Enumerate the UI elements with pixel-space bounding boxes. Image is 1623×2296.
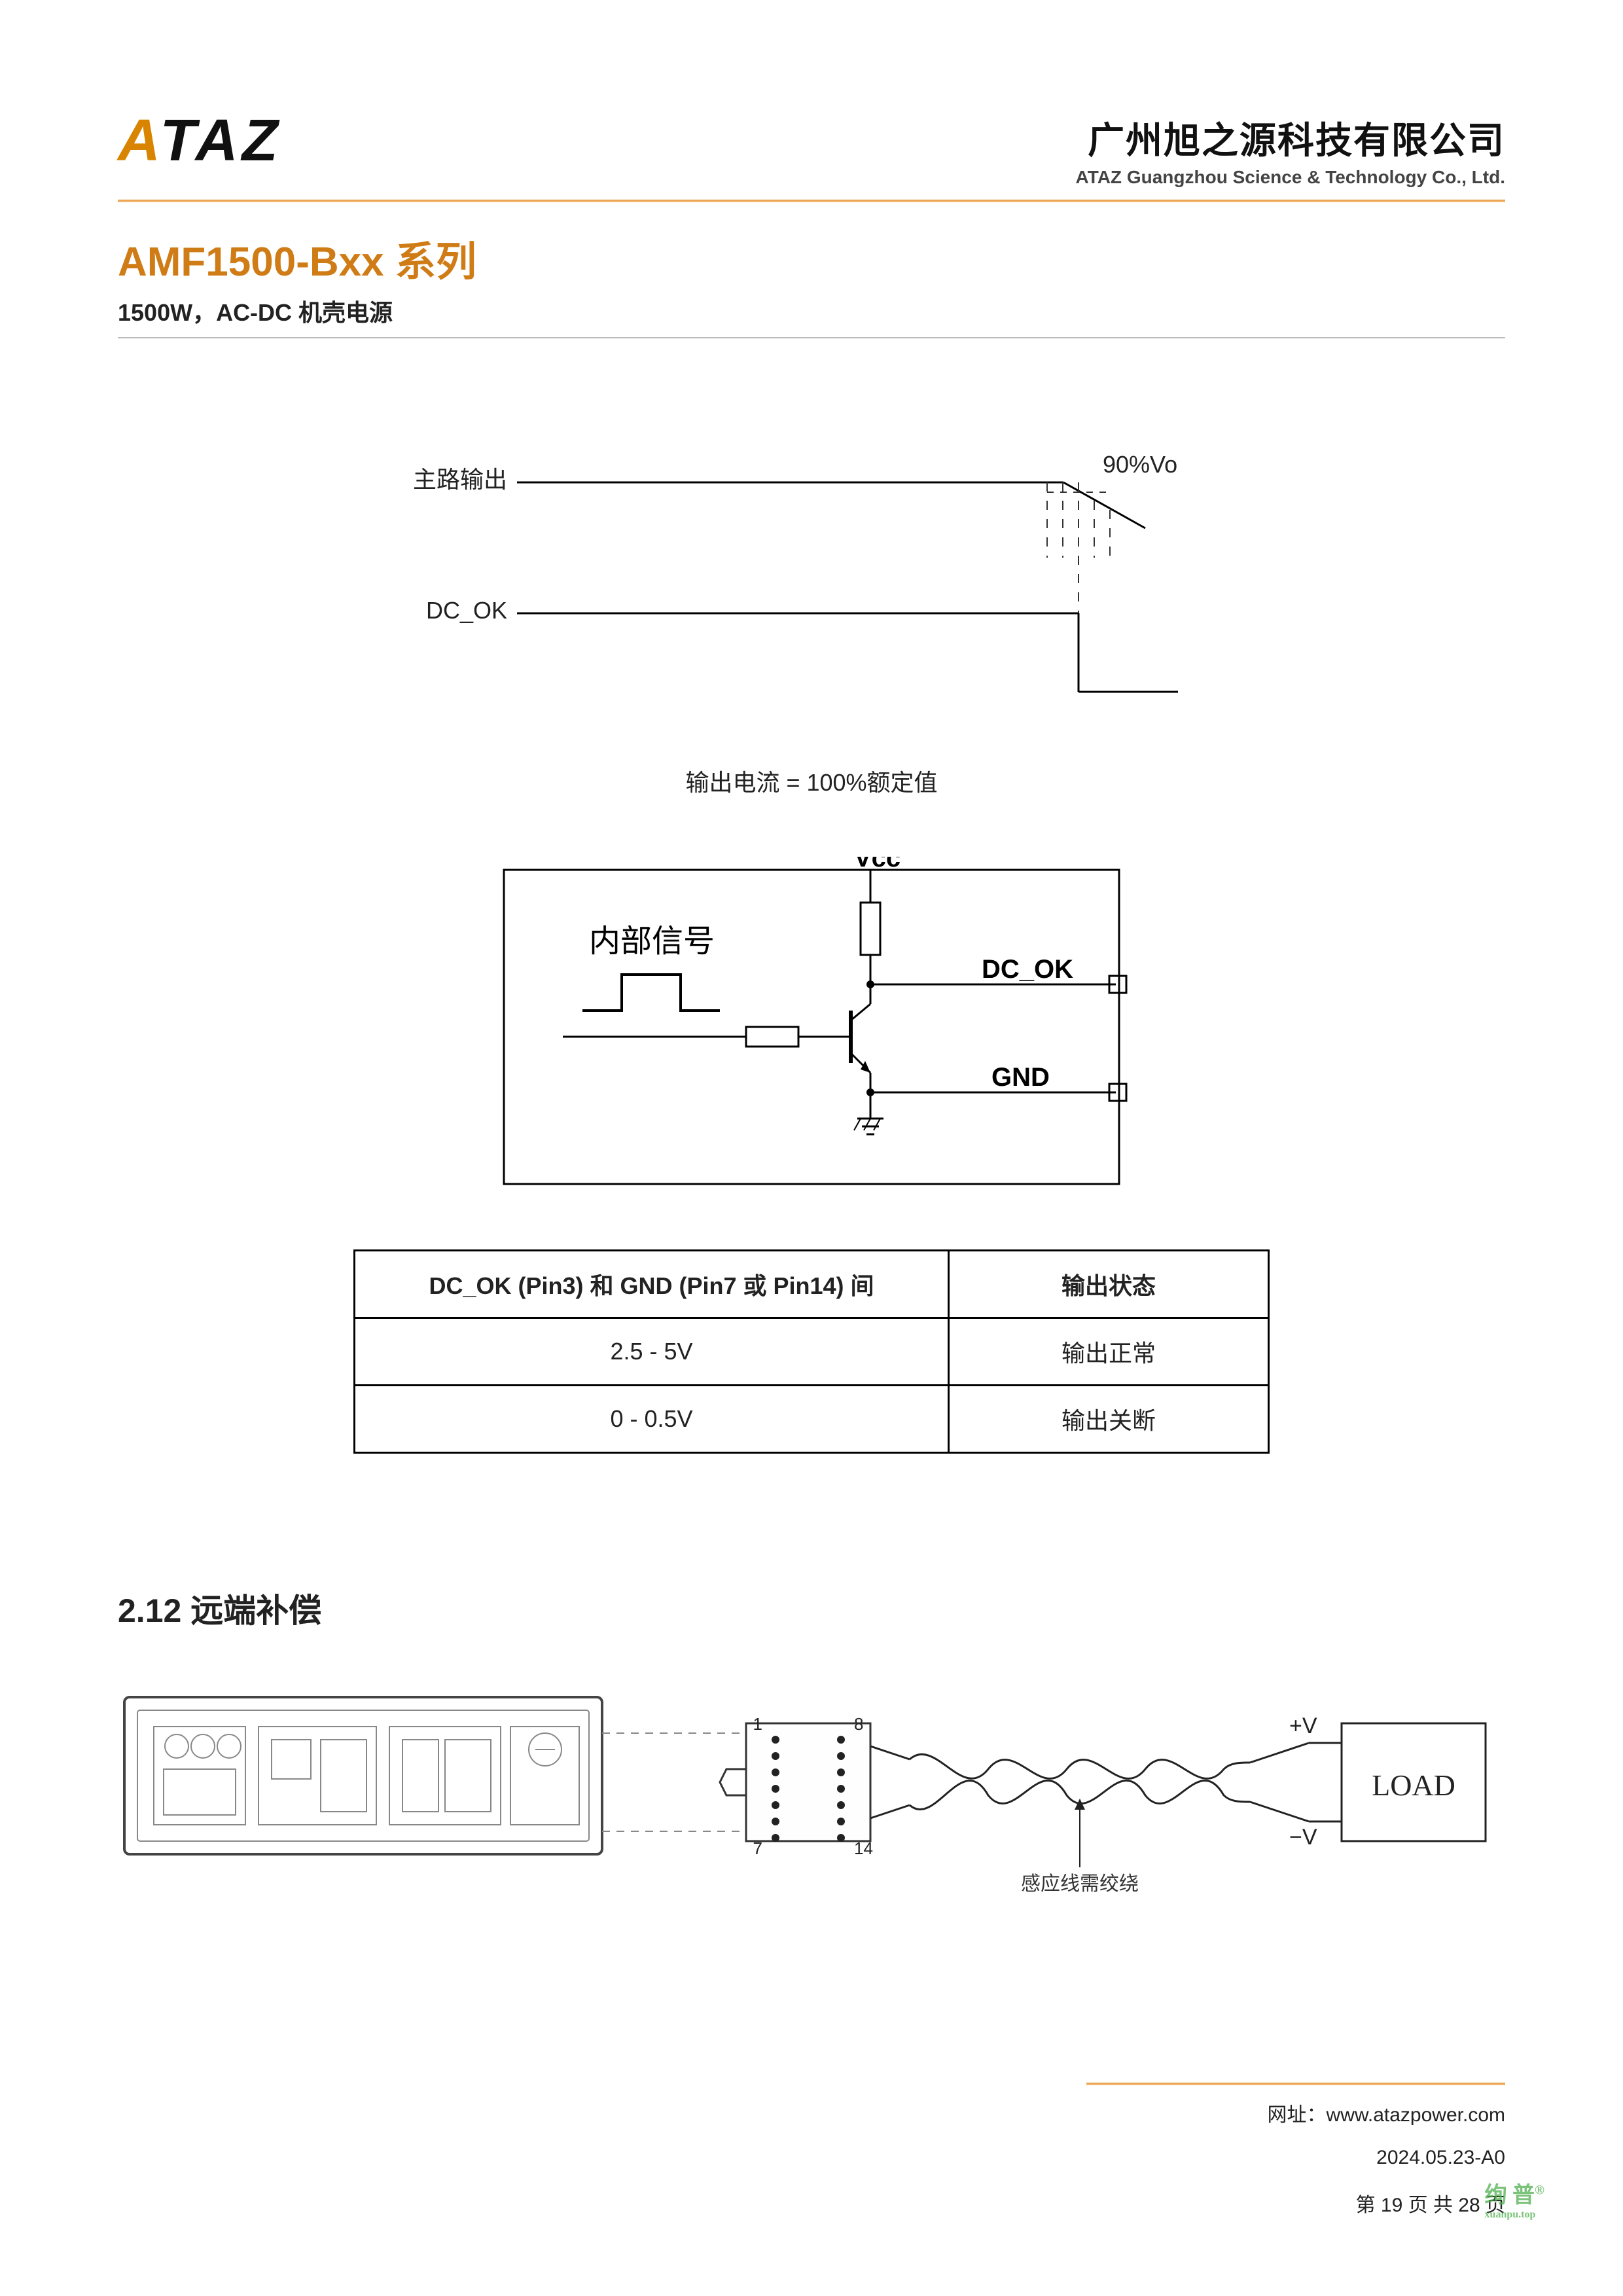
header-divider bbox=[118, 200, 1505, 202]
remote-pin8: 8 bbox=[854, 1714, 863, 1734]
status-cell-state: 输出关断 bbox=[949, 1386, 1269, 1453]
footer-url: 网址：www.atazpower.com bbox=[1086, 2098, 1505, 2127]
timing-diagram: 主路输出 90%Vo DC_OK bbox=[353, 443, 1270, 718]
internal-signal-diagram: Vcc DC_OK GND bbox=[484, 857, 1139, 1197]
remote-plus-v: +V bbox=[1289, 1713, 1317, 1738]
product-subtitle: 1500W，AC-DC 机壳电源 bbox=[118, 294, 1505, 328]
logo-text: ATAZ bbox=[118, 111, 282, 170]
status-cell-voltage: 2.5 - 5V bbox=[355, 1318, 949, 1386]
status-table-header-right: 输出状态 bbox=[949, 1251, 1269, 1318]
remote-pin14: 14 bbox=[854, 1839, 873, 1858]
internal-label-gnd: GND bbox=[991, 1063, 1050, 1092]
company-name-cn: 广州旭之源科技有限公司 bbox=[1076, 111, 1505, 164]
internal-label-signal: 内部信号 bbox=[589, 924, 715, 959]
title-divider bbox=[118, 337, 1505, 338]
status-table: DC_OK (Pin3) 和 GND (Pin7 或 Pin14) 间 输出状态… bbox=[353, 1249, 1270, 1454]
remote-sense-diagram: 1 8 7 14 +V −V LOAD 感应线需绞绕 bbox=[118, 1671, 1492, 1907]
watermark: 绚 普® xuanpu.top bbox=[1485, 2177, 1544, 2221]
status-cell-state: 输出正常 bbox=[949, 1318, 1269, 1386]
remote-minus-v: −V bbox=[1289, 1825, 1317, 1850]
company-name-en: ATAZ Guangzhou Science & Technology Co.,… bbox=[1076, 167, 1505, 188]
logo: ATAZ bbox=[118, 111, 282, 170]
timing-label-90pct: 90%Vo bbox=[1103, 451, 1177, 478]
timing-caption: 输出电流 = 100%额定值 bbox=[118, 764, 1505, 798]
remote-load: LOAD bbox=[1372, 1768, 1455, 1802]
footer-page: 第 19 页 共 28 页 bbox=[1086, 2189, 1505, 2217]
remote-pin7: 7 bbox=[753, 1839, 762, 1858]
remote-pin1: 1 bbox=[753, 1714, 762, 1734]
company-name: 广州旭之源科技有限公司 ATAZ Guangzhou Science & Tec… bbox=[1076, 111, 1505, 188]
product-title: AMF1500-Bxx 系列 bbox=[118, 228, 1505, 287]
timing-label-dcok: DC_OK bbox=[426, 597, 507, 624]
status-table-header-left: DC_OK (Pin3) 和 GND (Pin7 或 Pin14) 间 bbox=[355, 1251, 949, 1318]
table-row: 2.5 - 5V 输出正常 bbox=[355, 1318, 1269, 1386]
footer-divider bbox=[1086, 2083, 1505, 2085]
remote-annotation: 感应线需绞绕 bbox=[1021, 1873, 1139, 1895]
table-row: 0 - 0.5V 输出关断 bbox=[355, 1386, 1269, 1453]
internal-label-dcok: DC_OK bbox=[982, 955, 1073, 984]
internal-label-vcc: Vcc bbox=[854, 857, 901, 872]
status-cell-voltage: 0 - 0.5V bbox=[355, 1386, 949, 1453]
timing-label-main: 主路输出 bbox=[413, 466, 507, 493]
page-header: ATAZ 广州旭之源科技有限公司 ATAZ Guangzhou Science … bbox=[118, 111, 1505, 188]
page-footer: 网址：www.atazpower.com 2024.05.23-A0 第 19 … bbox=[1086, 2083, 1505, 2217]
section-heading-212: 2.12 远端补偿 bbox=[118, 1585, 1505, 1632]
footer-date: 2024.05.23-A0 bbox=[1086, 2147, 1505, 2169]
